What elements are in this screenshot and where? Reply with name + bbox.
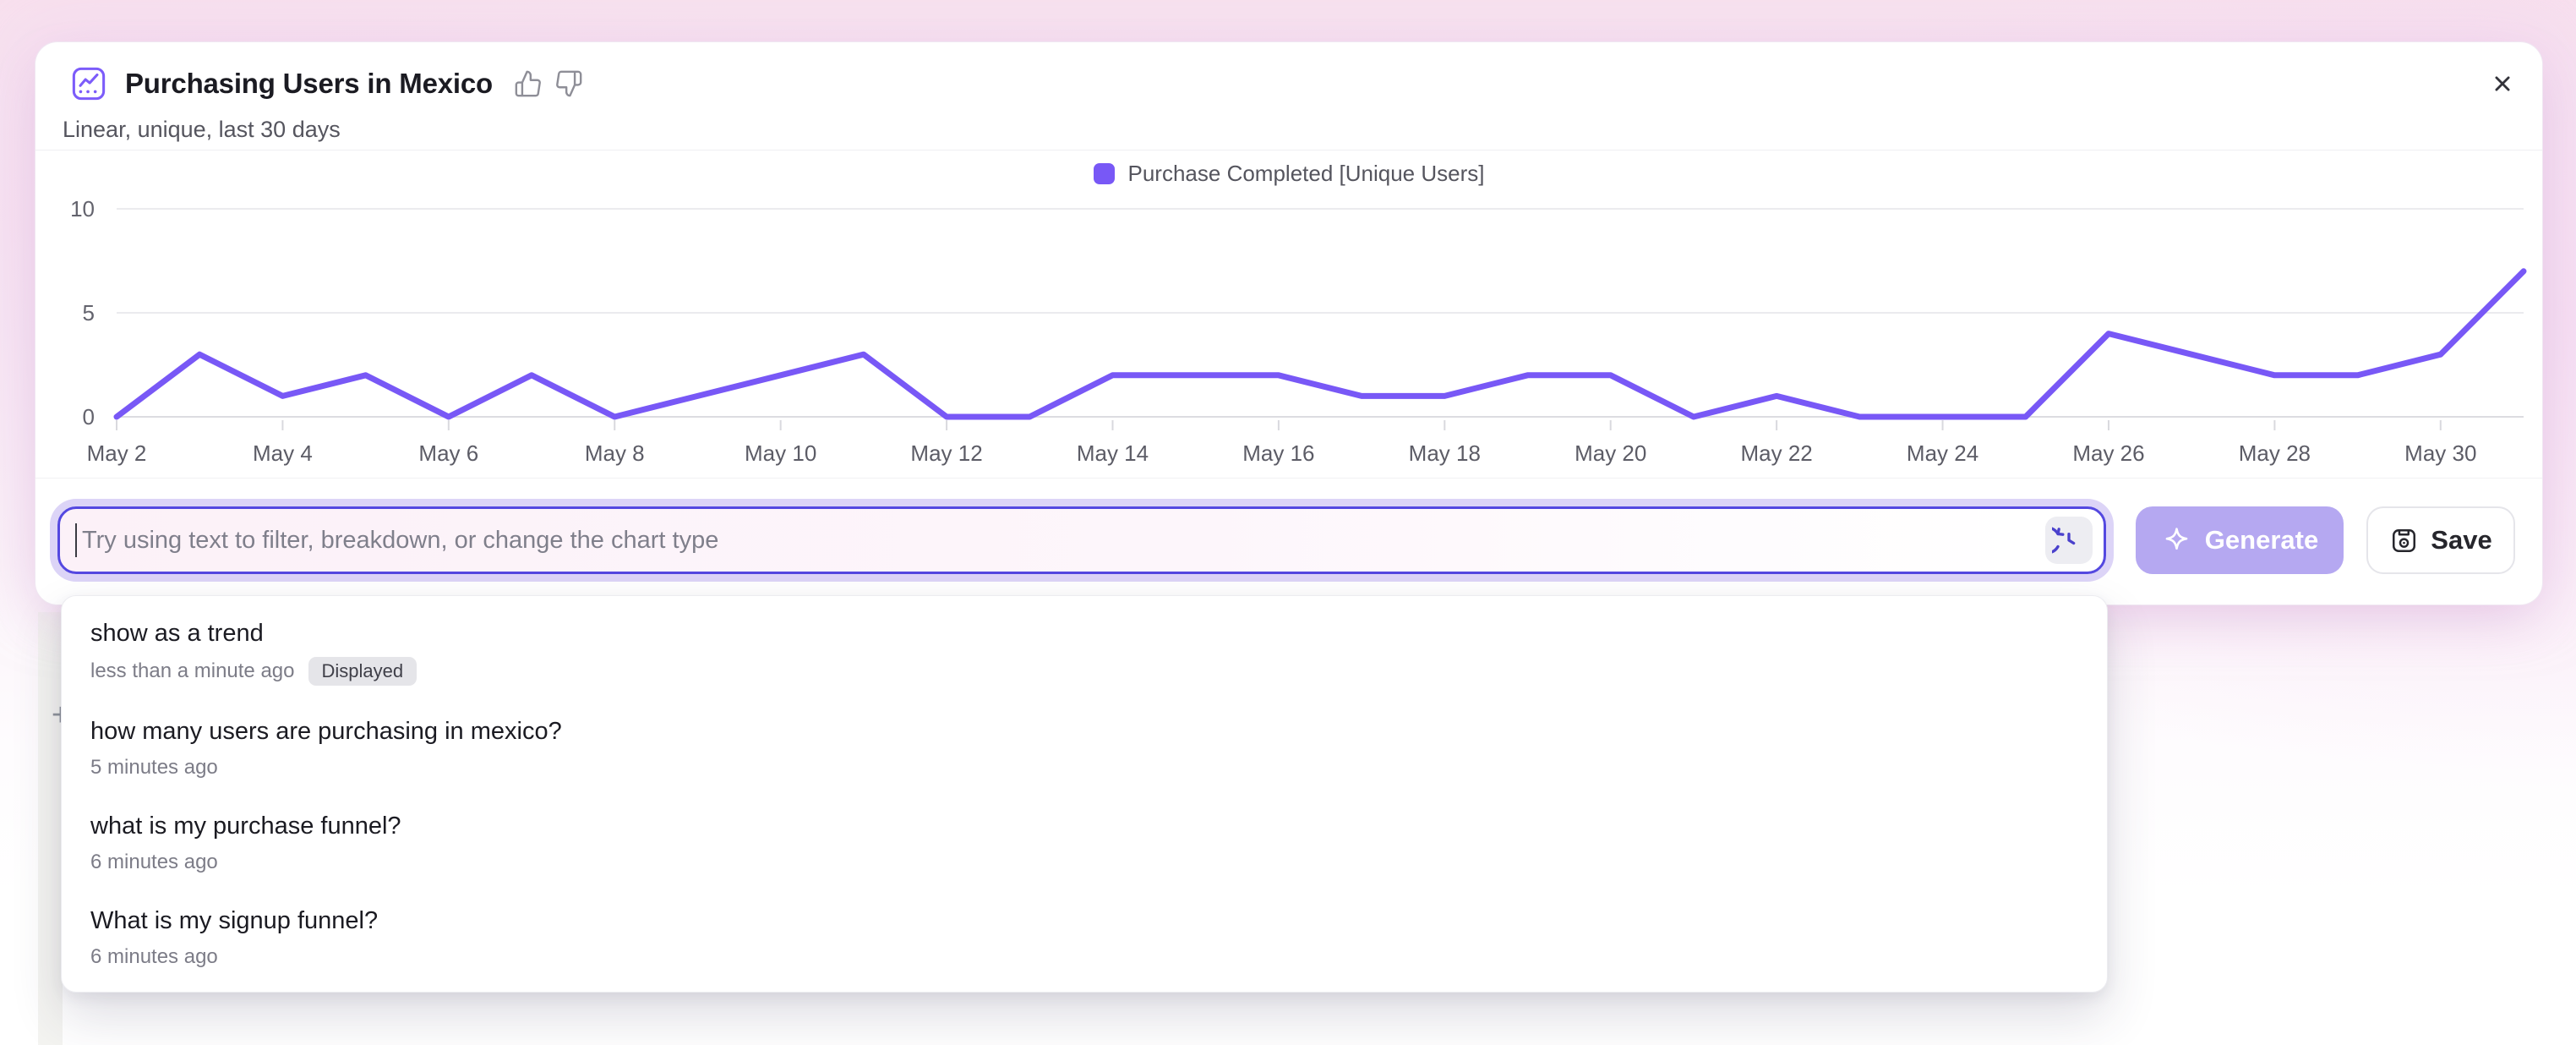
svg-text:May 10: May 10 (745, 440, 816, 466)
history-query: show as a trend (90, 620, 264, 647)
svg-text:May 20: May 20 (1575, 440, 1646, 466)
svg-text:0: 0 (83, 404, 95, 429)
chart-legend-item[interactable]: Purchase Completed [Unique Users] (35, 161, 2542, 187)
text-cursor (75, 523, 77, 557)
footer-divider (35, 478, 2542, 479)
history-item[interactable]: What is my signup funnel? 6 minutes ago (62, 890, 2107, 985)
save-button-label: Save (2431, 525, 2492, 555)
svg-text:May 14: May 14 (1077, 440, 1149, 466)
svg-text:10: 10 (70, 196, 95, 222)
history-meta: 6 minutes ago (90, 850, 2078, 875)
sparkle-icon (2165, 527, 2188, 550)
svg-text:May 8: May 8 (585, 440, 645, 466)
close-icon (2495, 76, 2510, 91)
svg-text:May 16: May 16 (1242, 440, 1314, 466)
svg-text:May 24: May 24 (1907, 440, 1978, 466)
generate-button[interactable]: Generate (2136, 506, 2344, 574)
legend-color-swatch (1093, 163, 1115, 184)
displayed-badge: Displayed (308, 657, 418, 686)
thumbs-up-button[interactable] (511, 67, 545, 101)
underlying-panel-strip (38, 612, 63, 1045)
thumbs-down-icon (556, 70, 582, 97)
generate-button-label: Generate (2204, 525, 2319, 555)
history-meta: 6 minutes ago (90, 944, 2078, 970)
ai-prompt-input[interactable] (57, 506, 2106, 574)
svg-text:May 26: May 26 (2072, 440, 2144, 466)
history-meta: less than a minute ago Displayed (90, 657, 2078, 686)
history-query: What is my signup funnel? (90, 907, 379, 934)
history-timestamp: 6 minutes ago (90, 851, 218, 873)
chart-settings-summary: Linear, unique, last 30 days (63, 117, 341, 142)
svg-text:May 12: May 12 (910, 440, 982, 466)
page-title: Purchasing Users in Mexico (125, 68, 493, 99)
history-icon (2052, 527, 2076, 554)
history-timestamp: 6 minutes ago (90, 945, 218, 968)
svg-text:5: 5 (83, 300, 95, 326)
history-query: what is my purchase funnel? (90, 812, 401, 840)
thumbs-up-icon (515, 70, 541, 97)
history-meta: 5 minutes ago (90, 755, 2078, 780)
chart-card: 0 5 10 May 2 May 4 May 6 May 8 May 10 May 12 May … (35, 42, 2542, 605)
history-item[interactable]: show as a trend less than a minute ago D… (62, 603, 2107, 701)
history-query: how many users are purchasing in mexico? (90, 718, 562, 745)
svg-text:May 6: May 6 (418, 440, 478, 466)
legend-series-label: Purchase Completed [Unique Users] (1127, 161, 1485, 186)
ai-prompt-field (57, 506, 2106, 574)
history-item[interactable]: how many users are purchasing in mexico?… (62, 701, 2107, 796)
history-item[interactable]: what is my purchase funnel? 6 minutes ag… (62, 796, 2107, 890)
svg-text:May 2: May 2 (87, 440, 147, 466)
history-timestamp: 5 minutes ago (90, 756, 218, 779)
history-timestamp: less than a minute ago (90, 659, 295, 682)
card-header: Purchasing Users in Mexico (69, 63, 586, 105)
line-chart-icon (72, 67, 106, 101)
svg-text:May 18: May 18 (1409, 440, 1481, 466)
close-button[interactable] (2483, 64, 2522, 103)
save-button[interactable]: Save (2366, 506, 2515, 574)
thumbs-down-button[interactable] (552, 67, 586, 101)
svg-text:May 30: May 30 (2404, 440, 2476, 466)
prompt-history-dropdown: show as a trend less than a minute ago D… (61, 595, 2108, 993)
trend-line-chart: 0 5 10 May 2 May 4 May 6 May 8 May 10 May 12 May … (70, 196, 2527, 466)
prompt-history-button[interactable] (2045, 517, 2093, 564)
svg-text:May 28: May 28 (2239, 440, 2311, 466)
svg-text:May 4: May 4 (253, 440, 313, 466)
svg-text:May 22: May 22 (1741, 440, 1813, 466)
save-icon (2393, 528, 2416, 552)
